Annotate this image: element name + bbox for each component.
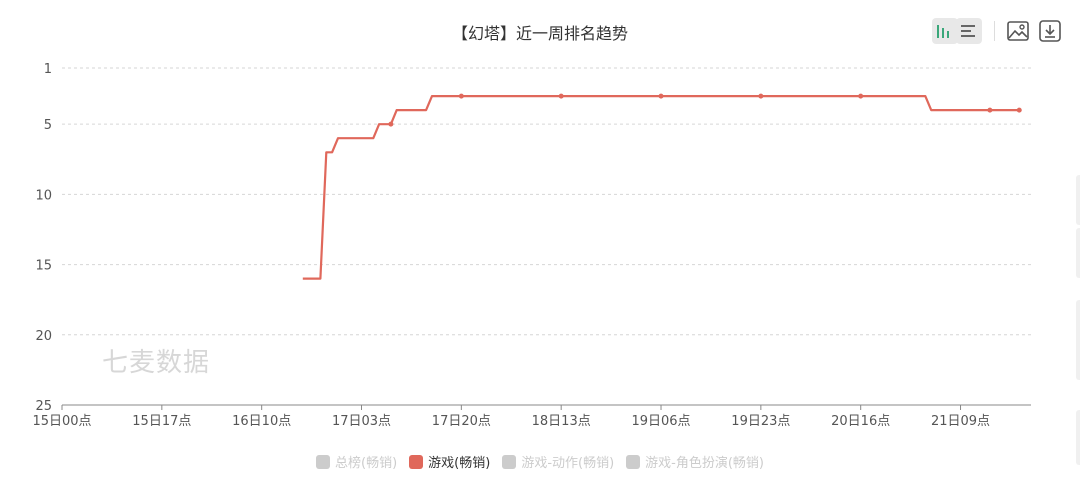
- x-tick-label: 17日03点: [332, 414, 391, 429]
- data-point: [858, 93, 864, 99]
- legend-item-games[interactable]: 游戏(畅销): [409, 452, 490, 471]
- y-tick-label: 10: [35, 188, 52, 203]
- y-tick-label: 20: [35, 329, 52, 344]
- y-tick-label: 25: [35, 399, 52, 414]
- y-tick-label: 1: [44, 62, 52, 77]
- legend-label: 游戏(畅销): [428, 456, 491, 471]
- legend-item-rpg[interactable]: 游戏-角色扮演(畅销): [626, 452, 764, 471]
- legend-item-action[interactable]: 游戏-动作(畅销): [502, 452, 614, 471]
- x-tick-label: 15日00点: [32, 414, 91, 429]
- side-tab[interactable]: [1076, 300, 1080, 380]
- x-tick-label: 18日13点: [532, 414, 591, 429]
- chart-title: 【幻塔】近一周排名趋势: [451, 24, 628, 43]
- chart-toolbar: [932, 17, 1069, 45]
- legend-label: 总榜(畅销): [335, 456, 398, 471]
- list-icon[interactable]: [956, 18, 982, 44]
- legend-swatch: [316, 454, 330, 469]
- data-point: [458, 93, 464, 99]
- image-icon[interactable]: [1005, 18, 1031, 44]
- legend-swatch: [502, 454, 517, 469]
- x-tick-label: 20日16点: [831, 414, 890, 429]
- data-point: [987, 107, 993, 113]
- side-tab[interactable]: [1076, 175, 1080, 225]
- bar-chart-icon[interactable]: [932, 18, 958, 44]
- series-line: [302, 95, 1020, 280]
- side-tab[interactable]: [1076, 410, 1080, 465]
- data-point: [558, 93, 564, 99]
- y-tick-label: 15: [35, 259, 52, 274]
- x-tick-label: 19日23点: [731, 414, 790, 429]
- download-icon[interactable]: [1037, 18, 1063, 44]
- chart-legend: 总榜(畅销) 游戏(畅销) 游戏-动作(畅销) 游戏-角色扮演(畅销): [0, 452, 1080, 471]
- legend-label: 游戏-动作(畅销): [521, 456, 615, 471]
- y-tick-label: 5: [44, 118, 52, 133]
- data-point: [658, 93, 664, 99]
- data-point: [758, 93, 764, 99]
- x-tick-label: 21日09点: [931, 414, 990, 429]
- x-tick-label: 19日06点: [631, 414, 690, 429]
- x-tick-label: 15日17点: [132, 414, 191, 429]
- watermark: 七麦数据: [102, 348, 211, 378]
- data-point: [1016, 107, 1022, 113]
- toolbar-divider: [994, 21, 995, 41]
- x-tick-label: 17日20点: [432, 414, 491, 429]
- x-tick-label: 16日10点: [232, 414, 291, 429]
- data-point: [388, 121, 394, 127]
- side-tab[interactable]: [1076, 228, 1080, 278]
- legend-swatch: [409, 454, 424, 469]
- legend-swatch: [626, 454, 641, 469]
- legend-label: 游戏-角色扮演(畅销): [645, 456, 764, 471]
- legend-item-total[interactable]: 总榜(畅销): [316, 452, 397, 471]
